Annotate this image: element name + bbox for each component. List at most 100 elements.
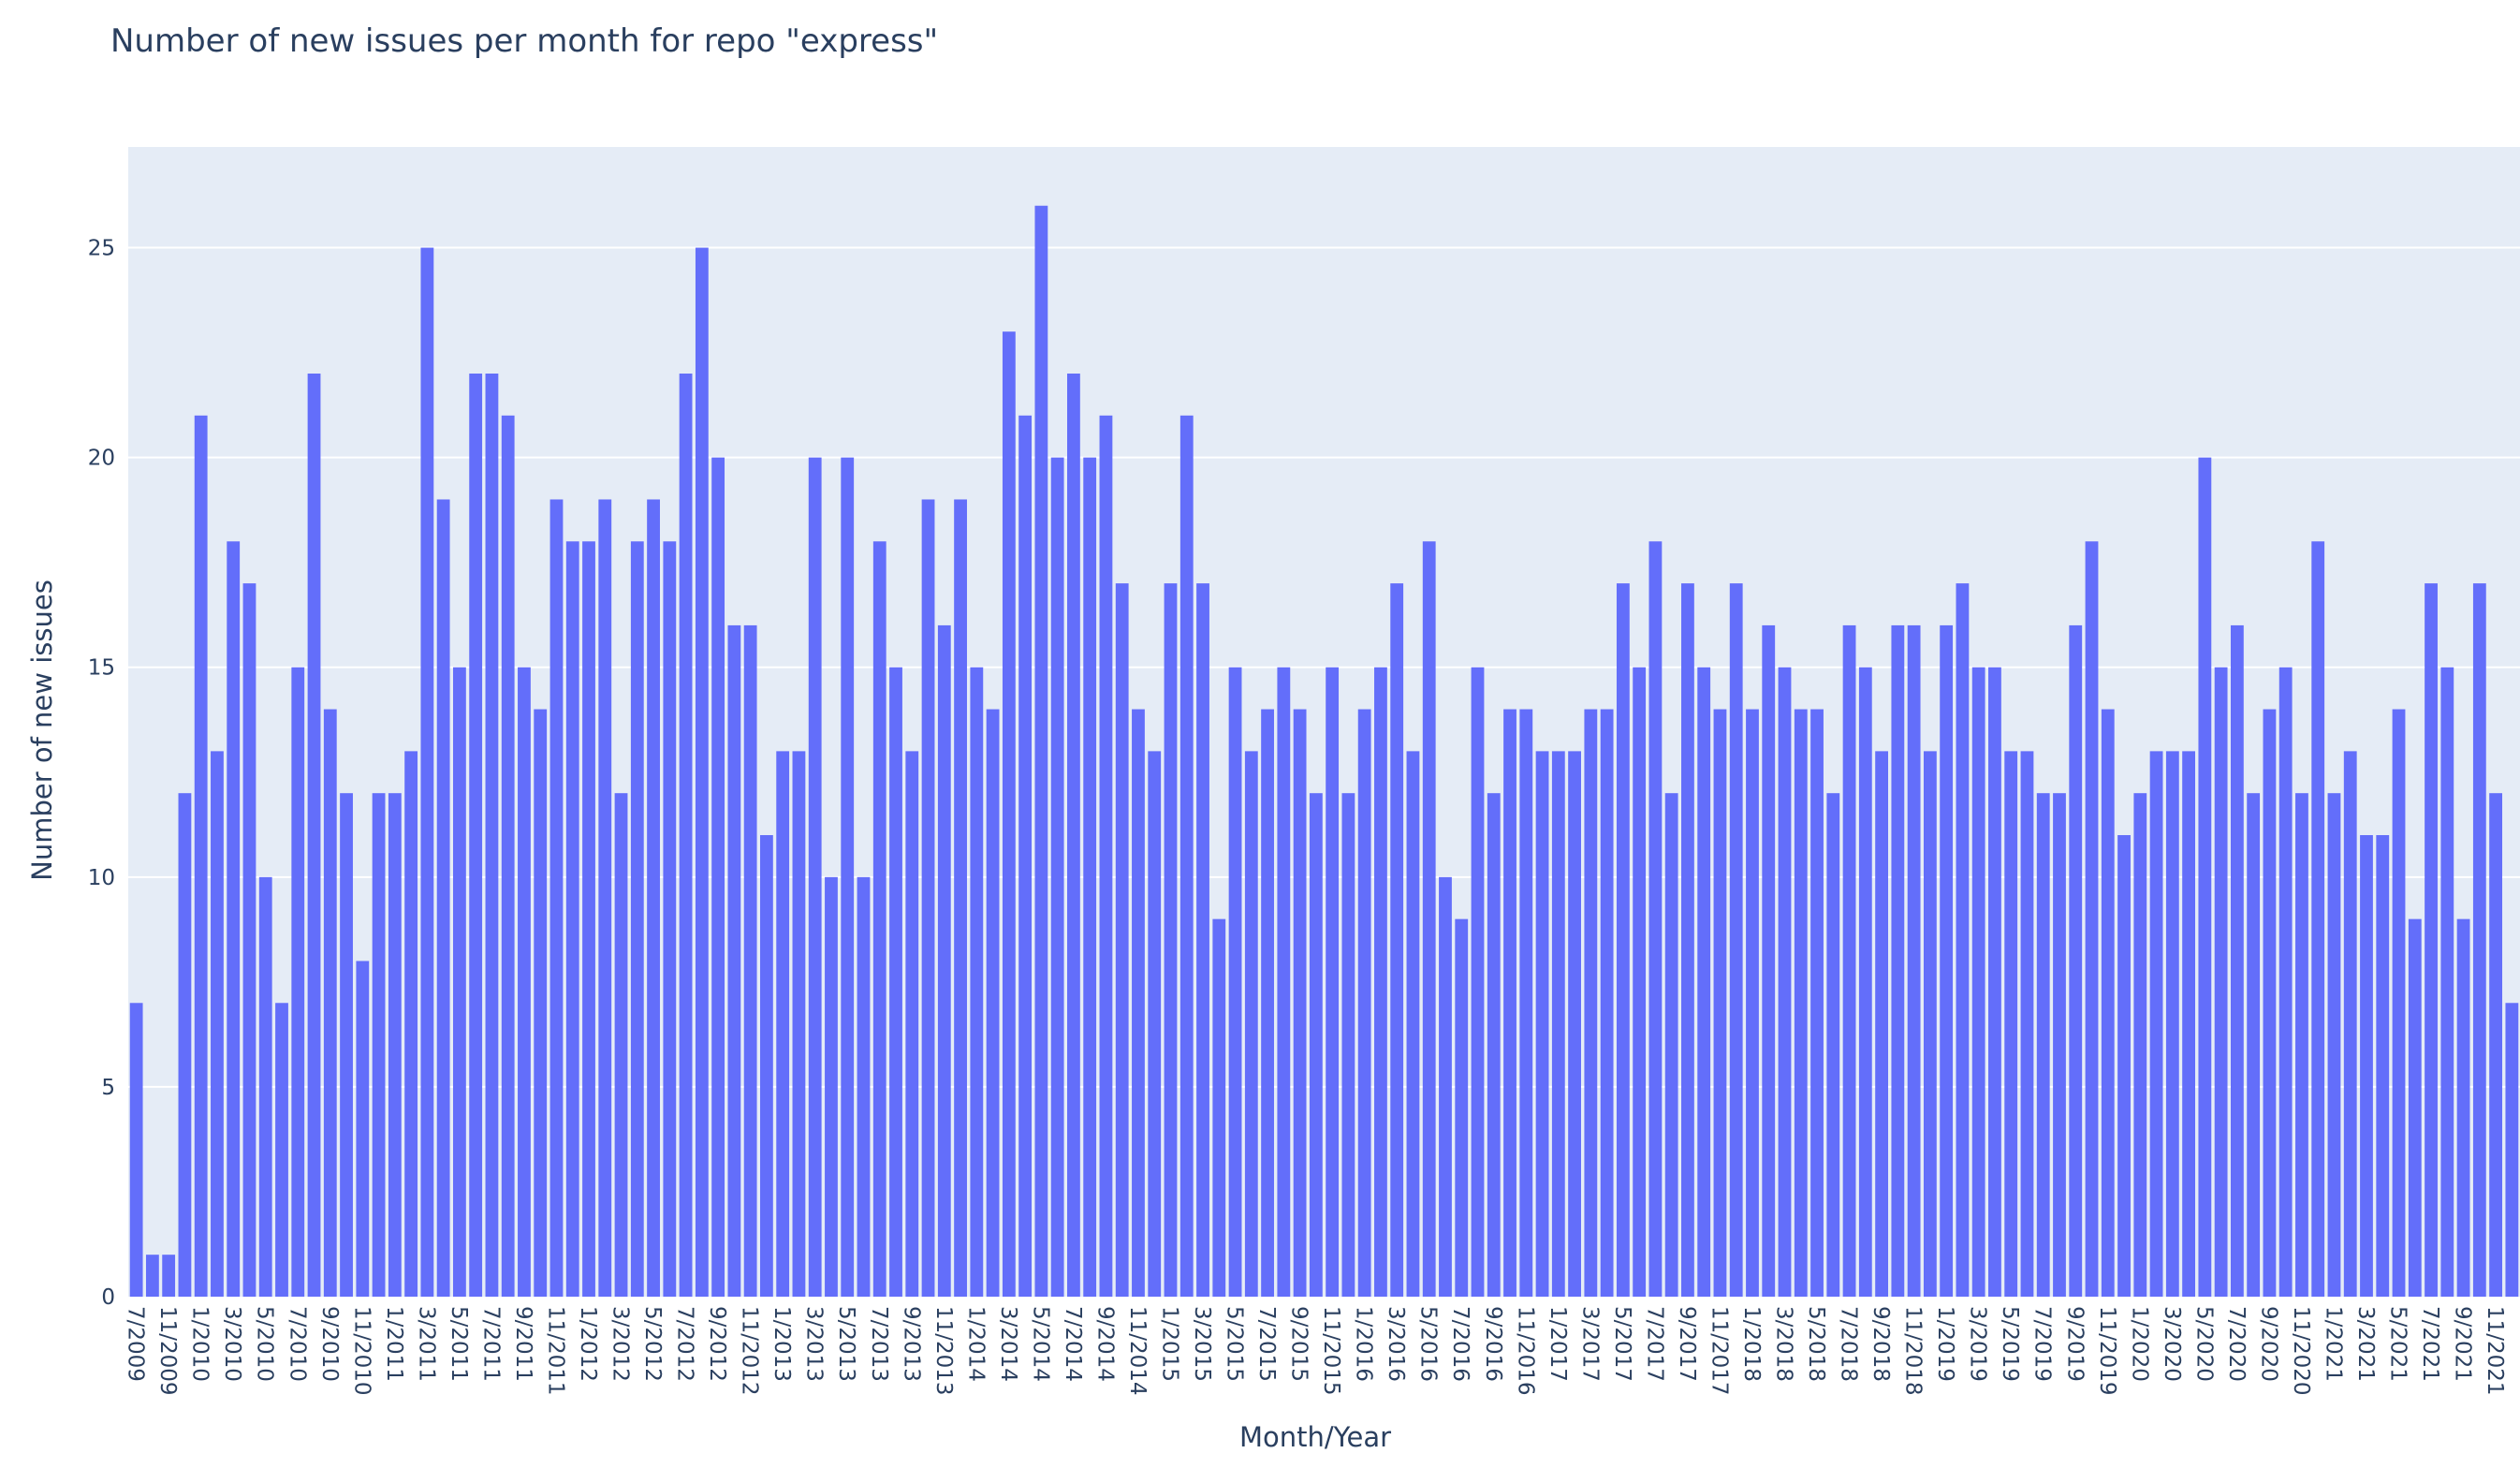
- x-tick-label: 11/2021: [2483, 1306, 2507, 1396]
- x-tick-label: 3/2015: [1190, 1306, 1214, 1382]
- x-tick-label: 3/2013: [802, 1306, 827, 1382]
- bar: [776, 751, 790, 1297]
- bar: [518, 667, 531, 1297]
- x-tick-label: 5/2017: [1610, 1306, 1634, 1382]
- bar: [162, 1255, 176, 1297]
- bar: [388, 793, 402, 1297]
- bar: [2133, 793, 2147, 1297]
- bar: [1309, 793, 1323, 1297]
- x-tick-label: 1/2013: [769, 1306, 794, 1382]
- y-tick-label: 25: [88, 237, 115, 261]
- x-tick-label: 7/2014: [1061, 1306, 1085, 1382]
- bar: [258, 876, 272, 1297]
- bars: [129, 205, 2519, 1298]
- bar: [1794, 709, 1808, 1297]
- x-tick-label: 11/2020: [2289, 1306, 2313, 1396]
- bar: [178, 793, 192, 1297]
- bar: [1940, 624, 1954, 1297]
- x-tick-label: 1/2019: [1933, 1306, 1957, 1382]
- bar: [954, 499, 967, 1297]
- x-tick-label: 11/2012: [738, 1306, 762, 1396]
- bar: [2311, 541, 2325, 1297]
- bar: [2165, 751, 2179, 1297]
- y-tick-label: 0: [101, 1285, 115, 1310]
- x-axis-title: Month/Year: [1239, 1421, 1391, 1453]
- bar: [323, 709, 337, 1297]
- x-tick-label: 3/2021: [2353, 1306, 2378, 1382]
- x-tick-label: 11/2013: [931, 1306, 956, 1396]
- x-tick-label: 1/2020: [2127, 1306, 2151, 1382]
- bar: [1326, 667, 1340, 1297]
- bar: [598, 499, 612, 1297]
- x-tick-label: 7/2016: [1448, 1306, 1472, 1382]
- bar: [937, 624, 951, 1297]
- bar: [2247, 793, 2261, 1297]
- x-tick-label: 11/2019: [2095, 1306, 2119, 1396]
- bar: [1212, 918, 1226, 1297]
- x-tick-label: 5/2013: [834, 1306, 858, 1382]
- x-tick-label: 9/2010: [317, 1306, 342, 1382]
- bar: [841, 457, 855, 1297]
- bar: [2278, 667, 2293, 1297]
- x-tick-label: 1/2010: [188, 1306, 212, 1382]
- bar: [1148, 751, 1162, 1297]
- bar: [872, 541, 886, 1297]
- x-tick-label: 1/2015: [1158, 1306, 1182, 1382]
- bar: [2085, 541, 2099, 1297]
- bar: [1746, 709, 1759, 1297]
- bar: [2360, 835, 2373, 1297]
- bar: [2408, 918, 2422, 1297]
- x-tick-label: 3/2018: [1772, 1306, 1796, 1382]
- y-tick-label: 5: [101, 1076, 115, 1100]
- bar: [1616, 583, 1630, 1297]
- bar: [2117, 835, 2131, 1297]
- x-tick-label: 9/2018: [1868, 1306, 1893, 1382]
- bar: [1099, 415, 1113, 1298]
- x-tick-label: 7/2013: [867, 1306, 891, 1382]
- bar: [2472, 583, 2486, 1297]
- x-tick-label: 1/2012: [576, 1306, 600, 1382]
- x-tick-label: 11/2009: [155, 1306, 180, 1396]
- x-tick-label: 3/2020: [2160, 1306, 2184, 1382]
- bar: [1697, 667, 1711, 1297]
- bar: [1729, 583, 1743, 1297]
- bar: [1519, 709, 1533, 1297]
- x-tick-label: 9/2016: [1481, 1306, 1505, 1382]
- bar: [663, 541, 677, 1297]
- bar: [647, 499, 660, 1297]
- bar: [1374, 667, 1387, 1297]
- y-axis-ticks: 0 5 10 15 20 25: [88, 237, 115, 1310]
- x-tick-label: 11/2017: [1707, 1306, 1731, 1396]
- bar: [372, 793, 386, 1297]
- y-tick-label: 15: [88, 656, 115, 681]
- x-tick-label: 3/2012: [608, 1306, 633, 1382]
- bar: [1244, 751, 1258, 1297]
- bar: [242, 583, 256, 1297]
- x-tick-label: 7/2012: [673, 1306, 697, 1382]
- bar: [889, 667, 902, 1297]
- bar: [1956, 583, 1970, 1297]
- x-tick-label: 7/2011: [478, 1306, 503, 1382]
- bar: [1034, 205, 1048, 1298]
- bar: [1357, 709, 1371, 1297]
- bar: [2425, 583, 2438, 1297]
- bar: [1390, 583, 1404, 1297]
- y-axis-title: Number of new issues: [26, 580, 58, 881]
- bar: [2214, 667, 2228, 1297]
- bar: [1164, 583, 1178, 1297]
- x-tick-label: 11/2016: [1513, 1306, 1537, 1396]
- x-tick-label: 5/2016: [1416, 1306, 1441, 1382]
- bar: [534, 709, 548, 1297]
- bar: [1050, 457, 1064, 1297]
- x-axis-ticks: 7/2009 11/2009 1/2010 3/2010 5/2010 7/2010 9/2…: [124, 1306, 2507, 1396]
- x-tick-label: 3/2011: [414, 1306, 438, 1382]
- bar: [145, 1255, 159, 1297]
- bar: [1132, 709, 1145, 1297]
- bar: [501, 415, 515, 1298]
- bar: [291, 667, 305, 1297]
- bar: [857, 876, 871, 1297]
- x-tick-label: 1/2021: [2321, 1306, 2345, 1382]
- bar: [2053, 793, 2066, 1297]
- bar: [1535, 751, 1549, 1297]
